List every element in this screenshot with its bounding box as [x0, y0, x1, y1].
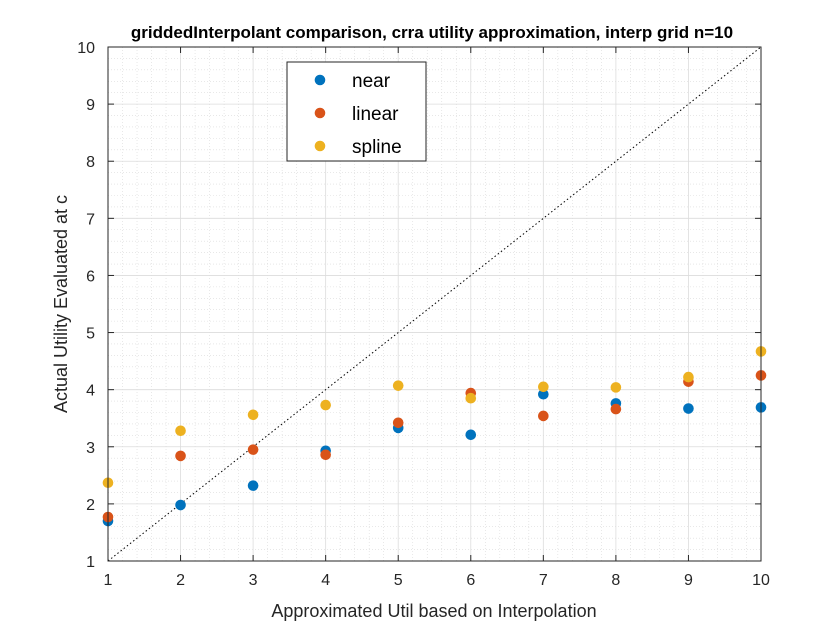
legend-marker-near — [314, 74, 326, 86]
x-tick-label: 6 — [466, 572, 475, 589]
x-tick-label: 9 — [684, 572, 693, 589]
point-linear — [175, 450, 186, 462]
point-linear — [247, 444, 259, 455]
tick-labels: 1 2 3 4 5 6 7 8 9 10 1 2 3 4 5 6 7 8 9 10 — [77, 40, 770, 589]
x-tick-label: 10 — [752, 572, 770, 589]
point-linear — [538, 410, 549, 422]
point-spline — [175, 425, 186, 437]
y-tick-label: 2 — [86, 497, 95, 514]
x-tick-label: 4 — [321, 572, 330, 589]
y-tick-label: 6 — [86, 268, 95, 285]
point-near — [538, 388, 549, 400]
y-tick-label: 4 — [86, 383, 95, 400]
legend-label-near: near — [352, 71, 391, 92]
point-spline — [538, 381, 549, 393]
x-tick-label: 1 — [104, 572, 113, 589]
point-near — [465, 429, 477, 441]
legend-label-spline: spline — [352, 137, 402, 158]
point-spline — [247, 409, 259, 421]
x-axis-label: Approximated Util based on Interpolation — [271, 601, 596, 621]
point-near — [175, 499, 186, 511]
x-tick-label: 5 — [394, 572, 403, 589]
point-spline — [465, 392, 477, 404]
point-near — [683, 403, 694, 414]
point-spline — [683, 371, 694, 383]
legend-label-linear: linear — [352, 104, 399, 125]
y-tick-label: 9 — [86, 97, 95, 114]
x-tick-label: 2 — [176, 572, 185, 589]
y-tick-label: 10 — [77, 40, 95, 57]
point-linear — [320, 449, 331, 461]
y-tick-label: 5 — [86, 326, 95, 343]
minor-grid — [108, 47, 761, 561]
y-tick-label: 7 — [86, 211, 95, 228]
plot-frame — [107, 46, 762, 562]
point-linear — [392, 417, 404, 429]
point-spline — [392, 380, 404, 391]
y-axis-label: Actual Utility Evaluated at c — [51, 195, 71, 413]
y-tick-label: 3 — [86, 440, 95, 457]
x-tick-label: 3 — [249, 572, 258, 589]
axis-ticks — [107, 46, 762, 562]
legend-marker-linear — [314, 107, 326, 119]
point-spline — [320, 399, 331, 411]
legend: near linear spline — [286, 61, 427, 162]
point-linear — [610, 403, 622, 415]
point-spline — [610, 382, 622, 393]
legend-marker-spline — [314, 140, 326, 152]
y-tick-label: 1 — [86, 554, 95, 571]
point-near — [247, 480, 259, 491]
y-tick-label: 8 — [86, 154, 95, 171]
x-tick-label: 8 — [611, 572, 620, 589]
reference-diagonal-line — [107, 46, 762, 562]
legend-box — [286, 61, 427, 162]
x-tick-label: 7 — [539, 572, 548, 589]
chart-title: griddedInterpolant comparison, crra util… — [131, 23, 733, 42]
